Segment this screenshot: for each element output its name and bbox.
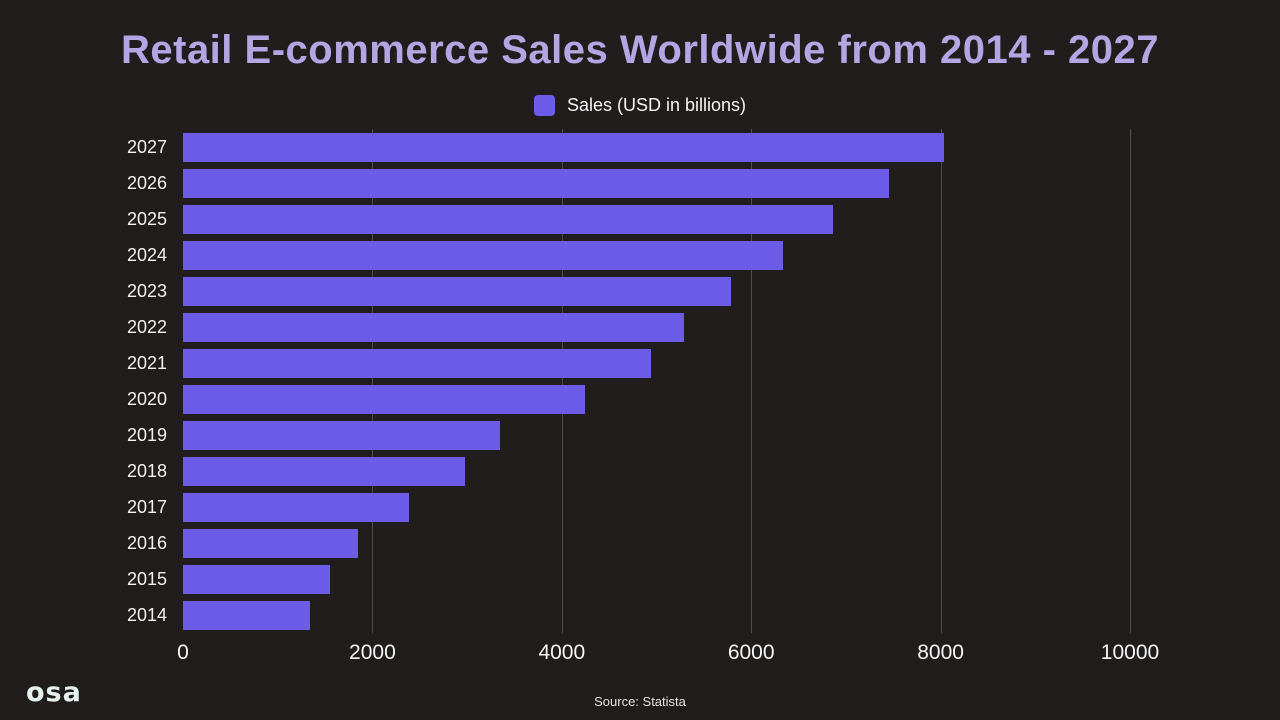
bar-row: 2021 — [0, 345, 1130, 381]
x-axis: 0 2000 4000 6000 8000 10000 — [177, 641, 1159, 669]
bar-track — [183, 348, 1130, 378]
bar-2021 — [183, 348, 651, 378]
bar-track — [183, 564, 1130, 594]
bar-2016 — [183, 528, 358, 558]
y-axis-label: 2015 — [126, 568, 167, 589]
x-axis-tick-label: 2000 — [349, 641, 396, 664]
y-axis-label: 2023 — [126, 280, 167, 301]
bar-track — [183, 240, 1130, 270]
x-axis-tick-label: 4000 — [538, 641, 586, 664]
x-axis-tick-label: 8000 — [917, 641, 964, 664]
bar-2025 — [183, 204, 833, 234]
y-axis-label: 2019 — [126, 424, 167, 445]
bar-2026 — [183, 168, 890, 198]
bar-2022 — [183, 312, 684, 342]
bar-2024 — [183, 240, 783, 270]
bar-row: 2016 — [0, 525, 1130, 561]
bar-row: 2014 — [0, 597, 1130, 633]
y-axis-label: 2016 — [126, 532, 167, 553]
bar-2020 — [183, 384, 586, 414]
bar-track — [183, 312, 1130, 342]
bar-row: 2024 — [0, 237, 1130, 273]
legend: Sales (USD in billions) — [0, 93, 1280, 117]
bar-track — [183, 132, 1130, 162]
bar-row: 2020 — [0, 381, 1130, 417]
bar-row: 2022 — [0, 309, 1130, 345]
bar-row: 2026 — [0, 165, 1130, 201]
bar-2027 — [183, 132, 944, 162]
bar-track — [183, 168, 1130, 198]
bar-track — [183, 276, 1130, 306]
bar-2015 — [183, 564, 330, 594]
legend-swatch-icon — [533, 94, 555, 116]
bar-track — [183, 600, 1130, 630]
bar-2017 — [183, 492, 409, 522]
bar-rows: 2027 2026 2025 2024 2023 2022 2021 2020 2019 2018… — [0, 129, 1130, 633]
plot-area: 2027 2026 2025 2024 2023 2022 2021 2020 2019 2018… — [0, 129, 1131, 633]
bar-row: 2019 — [0, 417, 1130, 453]
chart-title: Retail E-commerce Sales Worldwide from 2… — [120, 28, 1160, 72]
y-axis-label: 2026 — [126, 172, 167, 193]
source-text: Source: Statista — [594, 694, 686, 709]
bar-track — [183, 492, 1130, 522]
bar-row: 2015 — [0, 561, 1130, 597]
bar-track — [183, 204, 1130, 234]
y-axis-label: 2022 — [126, 316, 167, 337]
y-axis-label: 2027 — [126, 136, 167, 157]
bar-2018 — [183, 456, 466, 486]
bar-2019 — [183, 420, 501, 450]
y-axis-label: 2017 — [126, 496, 167, 517]
bar-2023 — [183, 276, 731, 306]
bar-row: 2023 — [0, 273, 1130, 309]
y-axis-label: 2021 — [126, 352, 167, 373]
bar-track — [183, 456, 1130, 486]
legend-label: Sales (USD in billions) — [566, 94, 747, 115]
y-axis-label: 2024 — [126, 244, 167, 265]
bar-chart: 2027 2026 2025 2024 2023 2022 2021 2020 2019 2018… — [0, 129, 1159, 669]
bar-row: 2025 — [0, 201, 1130, 237]
y-axis-label: 2018 — [126, 460, 167, 481]
bar-row: 2018 — [0, 453, 1130, 489]
bar-track — [183, 420, 1130, 450]
y-axis-label: 2025 — [126, 208, 167, 229]
bar-track — [183, 384, 1130, 414]
osa-logo: osa — [26, 677, 82, 708]
gridline — [1130, 129, 1131, 633]
y-axis-label: 2020 — [126, 388, 167, 409]
x-axis-tick-label: 0 — [177, 641, 189, 664]
bar-row: 2017 — [0, 489, 1130, 525]
bar-track — [183, 528, 1130, 558]
y-axis-label: 2014 — [126, 604, 167, 625]
x-axis-tick-label: 6000 — [727, 641, 775, 664]
x-axis-tick-label: 10000 — [1100, 641, 1160, 664]
bar-2014 — [183, 600, 310, 630]
bar-row: 2027 — [0, 129, 1130, 165]
